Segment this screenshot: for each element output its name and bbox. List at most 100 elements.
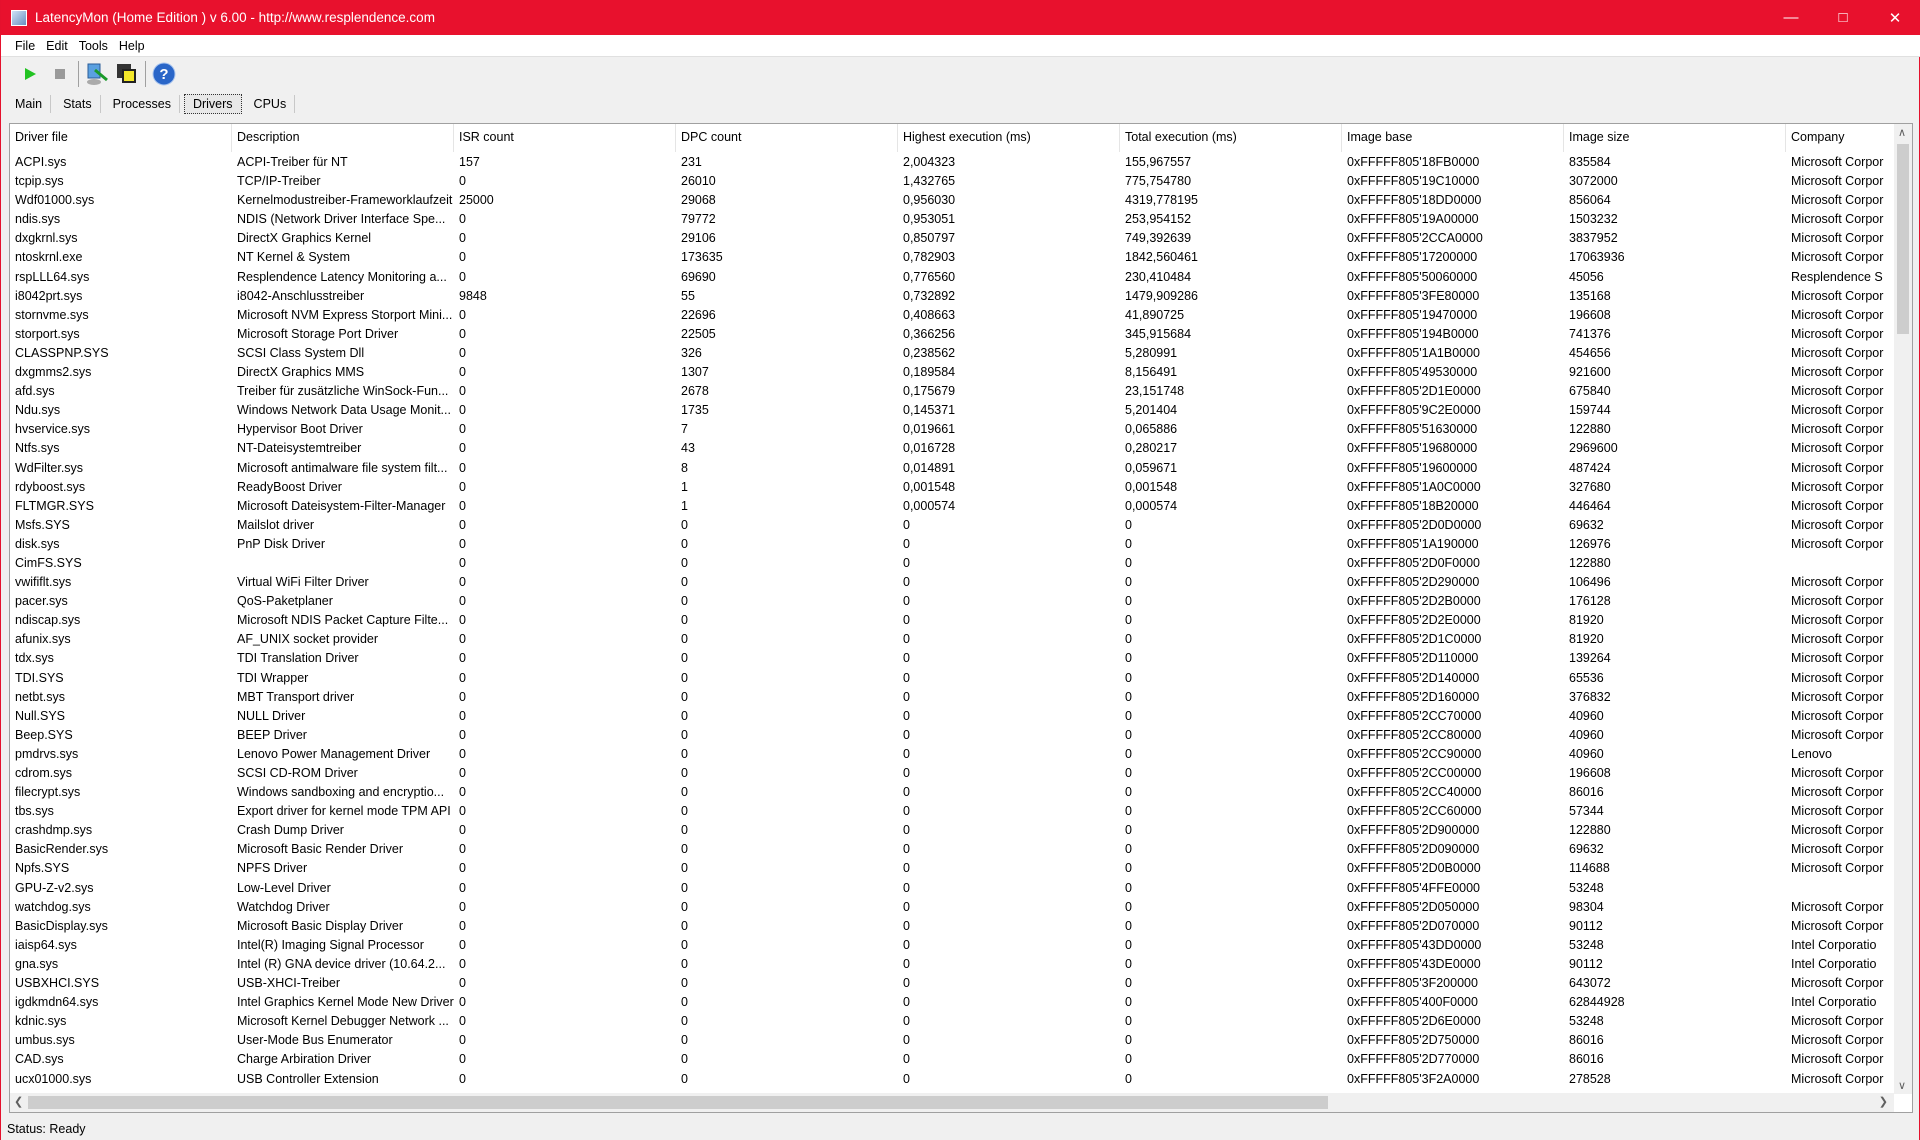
table-row[interactable]: ACPI.sys ACPI-Treiber für NT 157 231 2,00432…: [10, 153, 1894, 172]
stop-button[interactable]: [45, 59, 75, 89]
table-cell: 0: [681, 536, 688, 551]
table-row[interactable]: igdkmdn64.sys Intel Graphics Kernel Mode …: [10, 993, 1894, 1012]
table-row[interactable]: rspLLL64.sys Resplendence Latency Monitor…: [10, 268, 1894, 287]
table-row[interactable]: rdyboost.sys ReadyBoost Driver 0 1 0,001548 0…: [10, 478, 1894, 497]
table-cell: 22505: [681, 326, 716, 341]
table-row[interactable]: Wdf01000.sys Kernelmodustreiber-Framework…: [10, 191, 1894, 210]
table-row[interactable]: Npfs.SYS NPFS Driver 0 0 0 0 0xFFFFF805'2D0B00…: [10, 859, 1894, 878]
help-button[interactable]: ?: [149, 59, 179, 89]
table-row[interactable]: filecrypt.sys Windows sandboxing and encr…: [10, 783, 1894, 802]
table-cell: 0: [1125, 842, 1132, 857]
table-cell: 65536: [1569, 670, 1604, 685]
table-row[interactable]: afunix.sys AF_UNIX socket provider 0 0 0 0 0xF…: [10, 630, 1894, 649]
table-row[interactable]: tdx.sys TDI Translation Driver 0 0 0 0 0xFFFFF…: [10, 649, 1894, 668]
table-row[interactable]: afd.sys Treiber für zusätzliche WinSock-F…: [10, 382, 1894, 401]
start-button[interactable]: [15, 59, 45, 89]
table-row[interactable]: ndiscap.sys Microsoft NDIS Packet Capture…: [10, 611, 1894, 630]
table-row[interactable]: CLASSPNP.SYS SCSI Class System Dll 0 326 0,2…: [10, 344, 1894, 363]
column-header[interactable]: Total execution (ms): [1120, 124, 1342, 152]
tab-processes[interactable]: Processes: [105, 95, 180, 113]
table-cell: 0: [459, 842, 466, 857]
column-header[interactable]: DPC count: [676, 124, 898, 152]
minimize-button[interactable]: —: [1783, 9, 1799, 26]
column-header[interactable]: Image base: [1342, 124, 1564, 152]
table-row[interactable]: BasicDisplay.sys Microsoft Basic Display …: [10, 917, 1894, 936]
column-header[interactable]: Image size: [1564, 124, 1786, 152]
table-row[interactable]: dxgkrnl.sys DirectX Graphics Kernel 0 29106…: [10, 229, 1894, 248]
tab-drivers[interactable]: Drivers: [183, 94, 242, 114]
scroll-right-icon[interactable]: ❯: [1878, 1096, 1888, 1108]
column-header[interactable]: Highest execution (ms): [898, 124, 1120, 152]
vertical-scroll-thumb[interactable]: [1897, 144, 1909, 334]
table-row[interactable]: gna.sys Intel (R) GNA device driver (10.6…: [10, 955, 1894, 974]
table-cell: Microsoft Corpor: [1791, 250, 1884, 265]
table-row[interactable]: crashdmp.sys Crash Dump Driver 0 0 0 0 0xFFFFF…: [10, 821, 1894, 840]
table-cell: netbt.sys: [15, 689, 66, 704]
table-row[interactable]: pmdrvs.sys Lenovo Power Management Driver…: [10, 745, 1894, 764]
help-icon: ?: [152, 62, 176, 86]
table-cell: 446464: [1569, 498, 1611, 513]
table-row[interactable]: ndis.sys NDIS (Network Driver Interface S…: [10, 210, 1894, 229]
scroll-left-icon[interactable]: ❮: [14, 1096, 24, 1108]
table-row[interactable]: Msfs.SYS Mailslot driver 0 0 0 0 0xFFFFF805'2D…: [10, 516, 1894, 535]
table-row[interactable]: pacer.sys QoS-Paketplaner 0 0 0 0 0xFFFFF805'2…: [10, 592, 1894, 611]
table-cell: 741376: [1569, 326, 1611, 341]
tab-main[interactable]: Main: [7, 95, 52, 113]
table-row[interactable]: WdFilter.sys Microsoft antimalware file s…: [10, 459, 1894, 478]
table-row[interactable]: tcpip.sys TCP/IP-Treiber 0 26010 1,432765 775…: [10, 172, 1894, 191]
table-cell: 0: [903, 1071, 910, 1086]
table-row[interactable]: hvservice.sys Hypervisor Boot Driver 0 7 0,0…: [10, 420, 1894, 439]
table-row[interactable]: netbt.sys MBT Transport driver 0 0 0 0 0xFFFFF…: [10, 688, 1894, 707]
menu-file[interactable]: File: [15, 38, 36, 53]
menu-edit[interactable]: Edit: [46, 38, 68, 53]
table-row[interactable]: GPU-Z-v2.sys Low-Level Driver 0 0 0 0 0xFFFFF8…: [10, 879, 1894, 898]
close-button[interactable]: ✕: [1888, 9, 1902, 27]
table-row[interactable]: i8042prt.sys i8042-Anschlusstreiber 9848 55…: [10, 287, 1894, 306]
scroll-up-icon[interactable]: ∧: [1898, 127, 1907, 139]
table-row[interactable]: ucx01000.sys USB Controller Extension 0 0 0 0…: [10, 1070, 1894, 1089]
column-header[interactable]: Company: [1791, 130, 1845, 144]
table-cell: Microsoft Corpor: [1791, 212, 1884, 227]
table-row[interactable]: kdnic.sys Microsoft Kernel Debugger Netwo…: [10, 1012, 1894, 1031]
table-row[interactable]: disk.sys PnP Disk Driver 0 0 0 0 0xFFFFF805'1A…: [10, 535, 1894, 554]
horizontal-scroll-thumb[interactable]: [28, 1096, 1328, 1109]
table-row[interactable]: BasicRender.sys Microsoft Basic Render Dr…: [10, 840, 1894, 859]
table-cell: 0,280217: [1125, 441, 1178, 456]
column-header[interactable]: Driver file: [10, 124, 232, 152]
table-cell: 0: [903, 976, 910, 991]
tab-stats[interactable]: Stats: [55, 95, 101, 113]
table-row[interactable]: CAD.sys Charge Arbiration Driver 0 0 0 0 0xFFF…: [10, 1050, 1894, 1069]
table-row[interactable]: Ndu.sys Windows Network Data Usage Monit.…: [10, 401, 1894, 420]
table-row[interactable]: Null.SYS NULL Driver 0 0 0 0 0xFFFFF805'2CC700…: [10, 707, 1894, 726]
table-row[interactable]: FLTMGR.SYS Microsoft Dateisystem-Filter-M…: [10, 497, 1894, 516]
column-header[interactable]: Description: [232, 124, 454, 152]
vertical-scrollbar[interactable]: ∧ ∨: [1894, 124, 1912, 1094]
table-row[interactable]: tbs.sys Export driver for kernel mode TPM…: [10, 802, 1894, 821]
table-row[interactable]: stornvme.sys Microsoft NVM Express Storpo…: [10, 306, 1894, 325]
tab-cpus[interactable]: CPUs: [246, 95, 296, 113]
table-row[interactable]: Beep.SYS BEEP Driver 0 0 0 0 0xFFFFF805'2CC800…: [10, 726, 1894, 745]
table-row[interactable]: watchdog.sys Watchdog Driver 0 0 0 0 0xFFFFF80…: [10, 898, 1894, 917]
scroll-down-icon[interactable]: ∨: [1898, 1080, 1907, 1092]
table-cell: 0: [681, 880, 688, 895]
table-row[interactable]: USBXHCI.SYS USB-XHCI-Treiber 0 0 0 0 0xFFFFF80…: [10, 974, 1894, 993]
horizontal-scrollbar[interactable]: ❮ ❯: [10, 1093, 1894, 1112]
table-cell: 0xFFFFF805'3F2A0000: [1347, 1071, 1480, 1086]
windows-button[interactable]: [112, 59, 142, 89]
table-row[interactable]: Ntfs.sys NT-Dateisystemtreiber 0 43 0,016728…: [10, 439, 1894, 458]
table-row[interactable]: CimFS.SYS 0 0 0 0 0xFFFFF805'2D0F0000 122880: [10, 554, 1894, 573]
table-row[interactable]: storport.sys Microsoft Storage Port Drive…: [10, 325, 1894, 344]
menu-help[interactable]: Help: [118, 38, 145, 53]
table-row[interactable]: cdrom.sys SCSI CD-ROM Driver 0 0 0 0 0xFFFFF80…: [10, 764, 1894, 783]
monitor-tool-button[interactable]: [82, 59, 112, 89]
table-row[interactable]: dxgmms2.sys DirectX Graphics MMS 0 1307 0,18…: [10, 363, 1894, 382]
table-row[interactable]: vwififlt.sys Virtual WiFi Filter Driver 0 0…: [10, 573, 1894, 592]
maximize-button[interactable]: □: [1838, 9, 1848, 26]
table-row[interactable]: TDI.SYS TDI Wrapper 0 0 0 0 0xFFFFF805'2D14000…: [10, 669, 1894, 688]
table-row[interactable]: iaisp64.sys Intel(R) Imaging Signal Proce…: [10, 936, 1894, 955]
table-cell: 0xFFFFF805'18B20000: [1347, 498, 1479, 513]
table-row[interactable]: umbus.sys User-Mode Bus Enumerator 0 0 0 0 0xF…: [10, 1031, 1894, 1050]
column-header[interactable]: ISR count: [454, 124, 676, 152]
table-row[interactable]: ntoskrnl.exe NT Kernel & System 0 173635 0,7…: [10, 248, 1894, 267]
menu-tools[interactable]: Tools: [78, 38, 108, 53]
